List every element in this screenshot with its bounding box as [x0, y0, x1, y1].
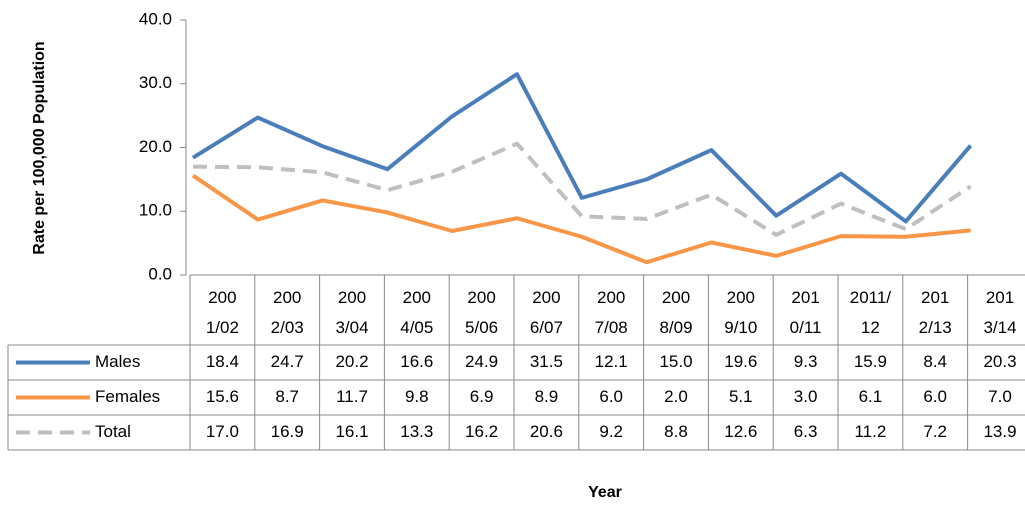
series-line — [191, 72, 973, 224]
table-value: 15.6 — [206, 387, 239, 406]
table-value: 6.0 — [923, 387, 947, 406]
series-line — [191, 173, 971, 265]
table-value: 3.0 — [794, 387, 818, 406]
x-tick-label: 2007/08 — [594, 288, 628, 337]
x-tick-label: 2008/09 — [659, 288, 693, 337]
x-tick-label: 2001/02 — [205, 288, 239, 337]
table-value: 16.6 — [400, 352, 433, 371]
table-value: 16.9 — [271, 422, 304, 441]
table-value: 16.1 — [335, 422, 368, 441]
table-value: 18.4 — [206, 352, 239, 371]
table-value: 8.9 — [535, 387, 559, 406]
x-tick-label: 2003/04 — [335, 288, 369, 337]
x-tick-label: 2002/03 — [270, 288, 304, 337]
x-tick-label: 2006/07 — [529, 288, 563, 337]
table-value: 6.0 — [599, 387, 623, 406]
x-tick-label: 2004/05 — [400, 288, 434, 337]
x-tick-label: 2011/12 — [849, 288, 892, 337]
series-line — [192, 141, 972, 237]
table-value: 15.0 — [659, 352, 692, 371]
table-value: 7.2 — [923, 422, 947, 441]
table-value: 11.7 — [336, 387, 368, 406]
table-value: 11.2 — [854, 422, 886, 441]
x-axis-title: Year — [588, 484, 622, 501]
y-tick-label: 10.0 — [139, 201, 172, 220]
table-value: 13.9 — [983, 422, 1016, 441]
table-value: 17.0 — [206, 422, 239, 441]
x-tick-label: 2005/06 — [465, 288, 499, 337]
y-tick-label: 30.0 — [139, 73, 172, 92]
table-value: 9.3 — [794, 352, 818, 371]
table-value: 2.0 — [664, 387, 688, 406]
table-value: 9.8 — [405, 387, 429, 406]
y-axis-title: Rate per 100,000 Population — [31, 41, 48, 254]
table-value: 7.0 — [988, 387, 1012, 406]
table-value: 20.6 — [530, 422, 563, 441]
table-value: 20.3 — [983, 352, 1016, 371]
table-value: 8.8 — [664, 422, 688, 441]
x-tick-label: 2010/11 — [789, 288, 822, 337]
x-tick-label: 2012/13 — [918, 288, 952, 337]
legend-label: Females — [95, 387, 160, 406]
legend-label: Males — [95, 352, 140, 371]
table-value: 9.2 — [599, 422, 623, 441]
table-value: 12.1 — [595, 352, 628, 371]
table-value: 6.3 — [794, 422, 818, 441]
table-value: 16.2 — [465, 422, 498, 441]
table-value: 24.9 — [465, 352, 498, 371]
table-value: 6.1 — [859, 387, 883, 406]
table-value: 8.4 — [923, 352, 947, 371]
table-value: 15.9 — [854, 352, 887, 371]
table-value: 6.9 — [470, 387, 494, 406]
table-value: 31.5 — [530, 352, 563, 371]
table-value: 12.6 — [724, 422, 757, 441]
table-value: 19.6 — [724, 352, 757, 371]
y-tick-label: 0.0 — [148, 264, 172, 283]
table-value: 24.7 — [271, 352, 304, 371]
x-tick-label: 2013/14 — [983, 288, 1017, 337]
legend-label: Total — [95, 422, 131, 441]
table-value: 20.2 — [335, 352, 368, 371]
table-value: 5.1 — [729, 387, 753, 406]
table-value: 13.3 — [400, 422, 433, 441]
x-tick-label: 2009/10 — [724, 288, 758, 337]
y-tick-label: 40.0 — [139, 9, 172, 28]
y-tick-label: 20.0 — [139, 137, 172, 156]
table-value: 8.7 — [275, 387, 299, 406]
